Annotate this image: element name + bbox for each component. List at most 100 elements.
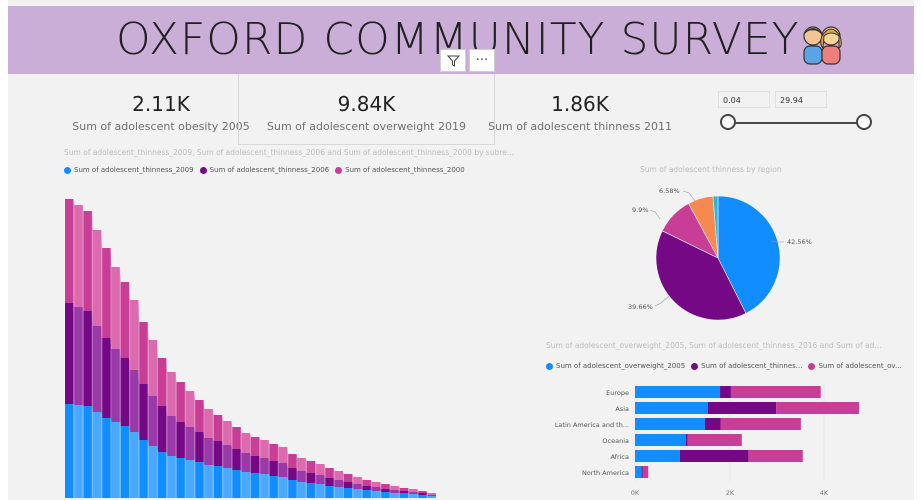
ribbon-column[interactable] <box>399 493 409 498</box>
ribbon-column[interactable] <box>306 483 316 498</box>
ribbon-column[interactable] <box>130 370 139 432</box>
ribbon-column[interactable] <box>334 480 343 487</box>
ribbon-column[interactable] <box>232 470 241 498</box>
ribbon-column[interactable] <box>139 440 148 498</box>
pie-slice[interactable] <box>655 230 747 321</box>
ribbon-column[interactable] <box>371 487 381 491</box>
ribbon-column[interactable] <box>260 474 269 498</box>
ribbon-column[interactable] <box>130 432 139 498</box>
ribbon-column[interactable] <box>139 384 148 440</box>
legend-item[interactable]: Sum of adolescent_thinness_2000 <box>335 166 465 174</box>
ribbon-column[interactable] <box>223 421 232 445</box>
ribbon-column[interactable] <box>399 491 409 493</box>
ribbon-column[interactable] <box>251 473 260 498</box>
ribbon-column[interactable] <box>195 462 204 498</box>
ribbon-column[interactable] <box>362 490 371 498</box>
ribbon-column[interactable] <box>111 349 120 422</box>
ribbon-column[interactable] <box>251 437 260 456</box>
ribbon-column[interactable] <box>427 495 436 496</box>
ribbon-column[interactable] <box>241 453 250 472</box>
ribbon-column[interactable] <box>269 476 278 498</box>
bar-segment[interactable] <box>642 466 649 478</box>
ribbon-column[interactable] <box>158 406 167 452</box>
ribbon-column[interactable] <box>297 482 306 498</box>
bar-segment[interactable] <box>679 450 749 462</box>
bar-segment[interactable] <box>635 434 687 446</box>
ribbon-column[interactable] <box>325 486 334 498</box>
ribbon-column[interactable] <box>232 449 241 470</box>
ribbon-column[interactable] <box>409 492 418 494</box>
ribbon-column[interactable] <box>306 473 316 483</box>
bar-segment[interactable] <box>720 386 731 398</box>
ribbon-column[interactable] <box>288 454 297 468</box>
ribbon-column[interactable] <box>297 458 306 471</box>
ribbon-column[interactable] <box>344 474 353 482</box>
ribbon-column[interactable] <box>130 300 139 370</box>
bar-segment[interactable] <box>687 434 742 446</box>
ribbon-series[interactable] <box>65 303 436 496</box>
ribbon-column[interactable] <box>65 404 74 498</box>
ribbon-column[interactable] <box>74 307 83 405</box>
kpi-card-overweight[interactable]: 9.84K Sum of adolescent overweight 2019 <box>238 74 495 145</box>
ribbon-column[interactable] <box>223 445 232 468</box>
ribbon-column[interactable] <box>120 282 130 358</box>
ribbon-column[interactable] <box>409 494 418 498</box>
ribbon-column[interactable] <box>148 340 157 396</box>
bar-segment[interactable] <box>641 466 643 478</box>
ribbon-column[interactable] <box>288 480 297 498</box>
ribbon-column[interactable] <box>241 433 250 453</box>
ribbon-column[interactable] <box>390 493 399 498</box>
ribbon-column[interactable] <box>306 461 316 473</box>
ribbon-column[interactable] <box>176 422 185 458</box>
ribbon-column[interactable] <box>316 475 325 484</box>
ribbon-column[interactable] <box>111 267 120 349</box>
ribbon-column[interactable] <box>111 422 120 498</box>
ribbon-column[interactable] <box>120 358 130 426</box>
ribbon-column[interactable] <box>418 491 427 493</box>
ribbon-column[interactable] <box>278 477 288 498</box>
ribbon-column[interactable] <box>92 412 102 498</box>
ribbon-column[interactable] <box>418 495 427 498</box>
ribbon-column[interactable] <box>195 432 204 462</box>
ribbon-column[interactable] <box>185 391 195 427</box>
ribbon-column[interactable] <box>241 472 250 498</box>
bar-segment[interactable] <box>748 450 803 462</box>
kpi-card-obesity[interactable]: 2.11K Sum of adolescent obesity 2005 <box>48 74 274 144</box>
ribbon-column[interactable] <box>176 458 185 498</box>
ribbon-column[interactable] <box>195 400 204 432</box>
legend-item[interactable]: Sum of adolescent_thinnes... <box>691 362 802 370</box>
ribbon-column[interactable] <box>83 406 92 498</box>
ribbon-column[interactable] <box>418 493 427 495</box>
ribbon-column[interactable] <box>278 463 288 477</box>
ribbon-column[interactable] <box>65 303 74 404</box>
ribbon-column[interactable] <box>409 489 418 492</box>
ribbon-column[interactable] <box>316 464 325 475</box>
ribbon-column[interactable] <box>269 461 278 476</box>
ribbon-column[interactable] <box>185 460 195 498</box>
ribbon-column[interactable] <box>204 409 213 438</box>
ribbon-column[interactable] <box>269 444 278 461</box>
ribbon-column[interactable] <box>223 468 232 498</box>
bar-segment[interactable] <box>635 466 642 478</box>
ribbon-column[interactable] <box>325 478 334 486</box>
ribbon-column[interactable] <box>92 326 102 412</box>
ribbon-column[interactable] <box>204 465 213 498</box>
ribbon-column[interactable] <box>353 484 362 489</box>
ribbon-column[interactable] <box>381 489 390 492</box>
bar-segment[interactable] <box>635 450 680 462</box>
ribbon-column[interactable] <box>167 416 176 456</box>
ribbon-column[interactable] <box>148 396 157 446</box>
ribbon-column[interactable] <box>381 484 390 489</box>
ribbon-column[interactable] <box>158 358 167 406</box>
bar-segment[interactable] <box>776 402 859 414</box>
slicer-max-input[interactable]: 29.94 <box>775 91 827 108</box>
ribbon-column[interactable] <box>353 477 362 484</box>
ribbon-column[interactable] <box>390 490 399 493</box>
legend-item[interactable]: Sum of adolescent_overweight_2005 <box>546 362 685 370</box>
ribbon-column[interactable] <box>74 405 83 498</box>
ribbon-column[interactable] <box>399 488 409 491</box>
bar-segment[interactable] <box>635 402 708 414</box>
ribbon-column[interactable] <box>371 491 381 498</box>
ribbon-column[interactable] <box>371 482 381 487</box>
bar-segment[interactable] <box>704 418 721 430</box>
